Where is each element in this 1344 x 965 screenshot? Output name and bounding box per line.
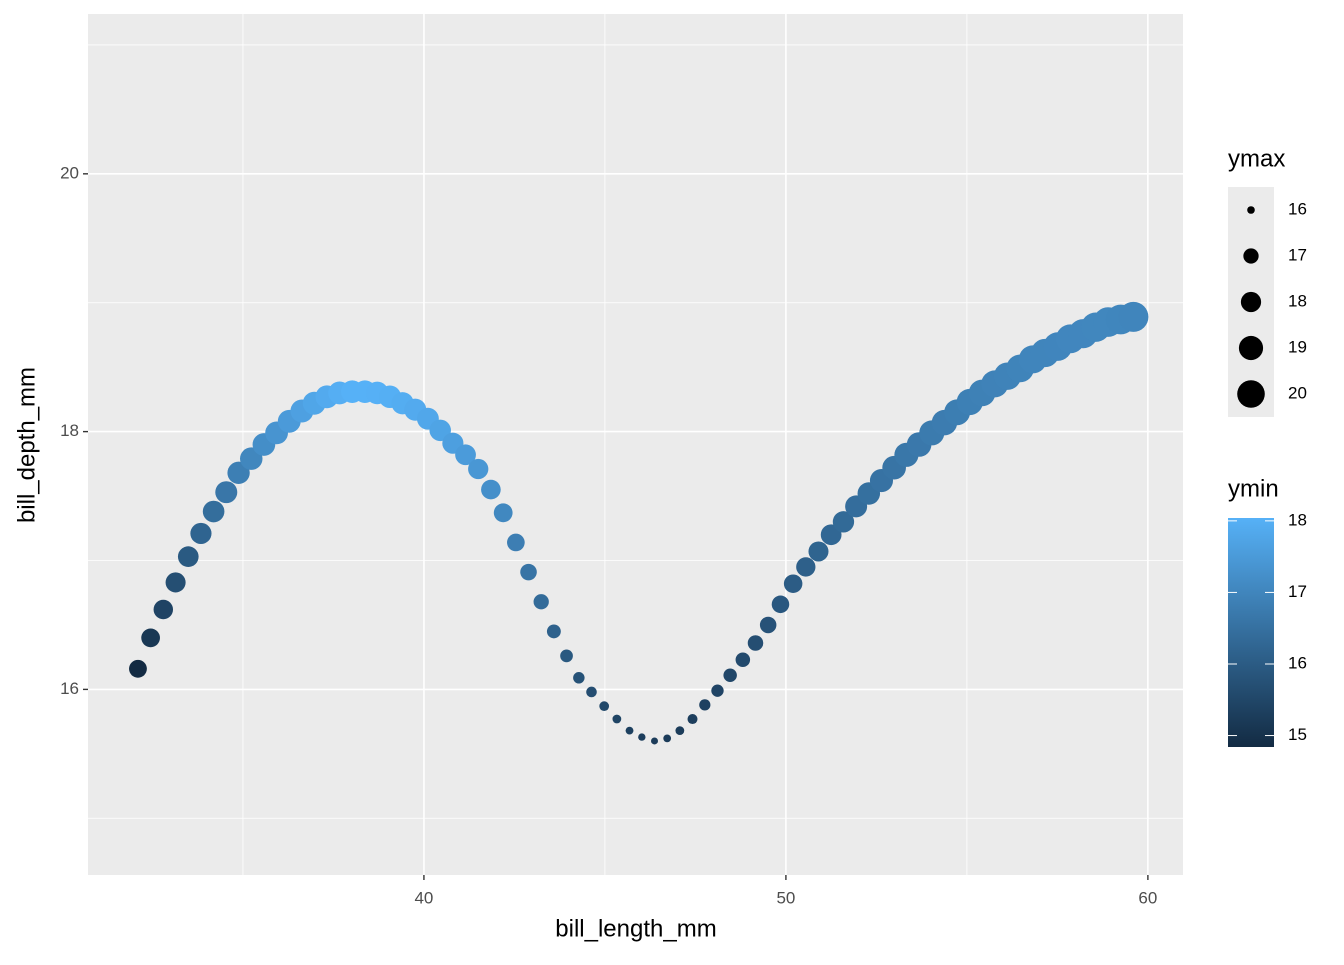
point bbox=[190, 522, 212, 545]
point bbox=[711, 684, 724, 697]
x-tick-label: 40 bbox=[414, 888, 433, 907]
panel bbox=[88, 14, 1183, 875]
point bbox=[533, 594, 549, 610]
legend-label: 20 bbox=[1288, 383, 1307, 402]
point bbox=[202, 500, 225, 523]
legend-label: 19 bbox=[1288, 337, 1307, 356]
y-axis-title: bill_depth_mm bbox=[13, 367, 40, 523]
legend-label: 15 bbox=[1288, 725, 1307, 744]
x-tick-label: 60 bbox=[1138, 888, 1157, 907]
point bbox=[612, 714, 622, 724]
legend-label: 17 bbox=[1288, 582, 1307, 601]
point bbox=[663, 734, 672, 743]
point bbox=[625, 726, 634, 735]
legend-label: 17 bbox=[1288, 245, 1307, 264]
legend-size-dot bbox=[1238, 335, 1264, 361]
color-legend-title: ymin bbox=[1228, 475, 1279, 502]
point bbox=[638, 733, 646, 741]
legend-label: 18 bbox=[1288, 291, 1307, 310]
point bbox=[455, 444, 476, 466]
point bbox=[796, 557, 816, 577]
point bbox=[1118, 301, 1149, 332]
point bbox=[573, 672, 585, 684]
point bbox=[832, 511, 855, 533]
point bbox=[675, 726, 685, 736]
point bbox=[520, 563, 537, 581]
point bbox=[507, 533, 525, 552]
legend-size-dot bbox=[1237, 380, 1265, 408]
point bbox=[493, 503, 513, 523]
point bbox=[153, 599, 174, 620]
point bbox=[651, 737, 659, 745]
y-tick-label: 18 bbox=[60, 421, 79, 440]
point bbox=[586, 686, 597, 698]
point bbox=[129, 659, 147, 678]
point bbox=[759, 616, 777, 634]
point bbox=[723, 668, 737, 682]
point bbox=[560, 649, 573, 663]
point bbox=[177, 546, 199, 567]
legend-size-dot bbox=[1243, 248, 1259, 264]
y-tick-label: 16 bbox=[60, 679, 79, 698]
point bbox=[735, 652, 751, 668]
x-tick-label: 50 bbox=[776, 888, 795, 907]
point bbox=[215, 481, 238, 504]
point bbox=[599, 701, 610, 712]
point bbox=[481, 479, 501, 500]
point bbox=[468, 458, 489, 480]
point bbox=[771, 595, 790, 614]
point bbox=[747, 635, 764, 651]
y-tick-label: 20 bbox=[60, 163, 79, 182]
point bbox=[141, 628, 160, 648]
legend-label: 16 bbox=[1288, 653, 1307, 672]
point bbox=[808, 541, 829, 562]
point bbox=[699, 699, 711, 711]
legend-label: 16 bbox=[1288, 199, 1307, 218]
colorbar bbox=[1228, 518, 1274, 747]
point bbox=[687, 714, 698, 725]
point bbox=[783, 574, 803, 593]
legend-size-dot bbox=[1240, 291, 1262, 313]
x-axis-title: bill_length_mm bbox=[555, 915, 716, 942]
legend-size-dot bbox=[1247, 206, 1255, 214]
point bbox=[546, 624, 561, 639]
point bbox=[165, 572, 186, 593]
size-legend-title: ymax bbox=[1228, 145, 1285, 172]
legend-label: 18 bbox=[1288, 510, 1307, 529]
